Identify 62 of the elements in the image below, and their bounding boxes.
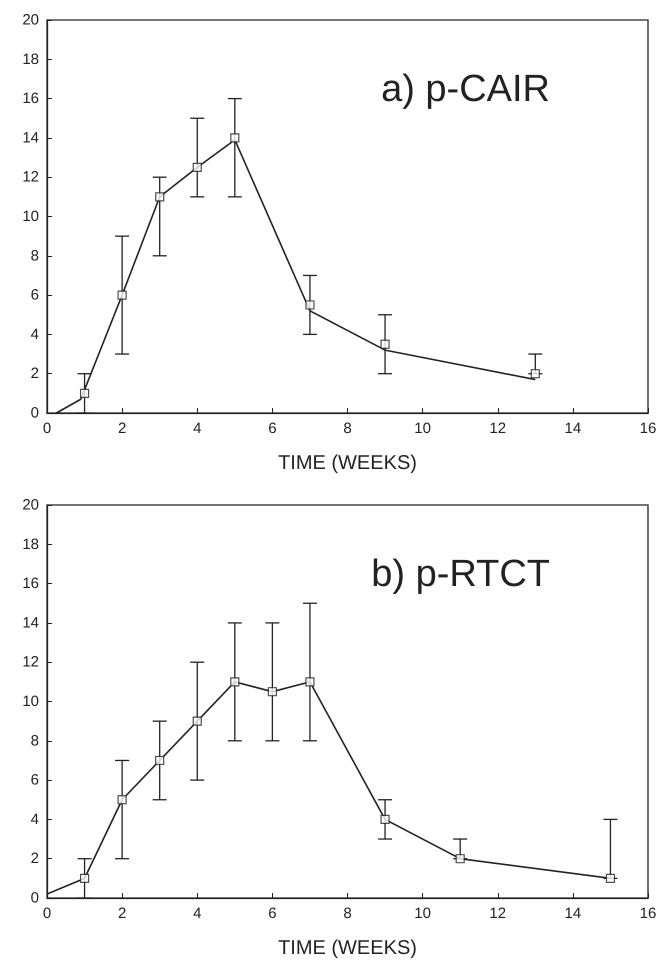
y-tick-label: 20 <box>22 12 39 28</box>
y-tick-label: 16 <box>22 90 39 108</box>
y-tick-label: 10 <box>22 208 39 225</box>
y-tick-label: 8 <box>30 732 39 750</box>
point <box>155 192 164 202</box>
x-tick-label: 4 <box>193 420 202 437</box>
point <box>230 677 240 686</box>
point <box>192 716 202 726</box>
y-tick-label: 18 <box>22 536 39 553</box>
x-tick-label: 14 <box>564 905 582 922</box>
y-tick-label: 0 <box>30 890 39 906</box>
x-axis-title: TIME (WEEKS) <box>278 937 417 959</box>
y-tick-label: 10 <box>22 693 39 710</box>
x-tick-label: 10 <box>414 905 431 922</box>
annotation: a) p-CAIR <box>381 68 550 110</box>
point <box>118 290 127 300</box>
x-tick-label: 2 <box>118 905 126 922</box>
x-tick-label: 0 <box>42 905 52 922</box>
x-tick-label: 12 <box>489 420 506 437</box>
y-tick-label: 14 <box>22 614 39 632</box>
point <box>268 687 277 696</box>
y-tick-label: 14 <box>22 129 39 146</box>
x-tick-label: 6 <box>268 905 277 922</box>
point <box>456 854 465 864</box>
y-tick-label: 6 <box>30 772 39 789</box>
x-tick-label: 10 <box>414 420 431 437</box>
y-tick-label: 4 <box>30 326 39 343</box>
x-tick-label: 0 <box>42 420 52 437</box>
point <box>380 340 390 349</box>
y-tick-label: 8 <box>30 247 39 264</box>
point <box>305 300 315 310</box>
y-tick-label: 18 <box>22 50 39 68</box>
point <box>80 874 90 883</box>
y-tick-label: 6 <box>30 286 39 304</box>
point <box>380 814 390 824</box>
x-tick-label: 12 <box>489 905 506 922</box>
point <box>155 756 164 766</box>
y-tick-label: 20 <box>22 496 39 514</box>
x-axis-title: TIME (WEEKS) <box>278 452 417 474</box>
x-tick-label: 8 <box>343 420 352 437</box>
x-tick-label: 6 <box>268 420 277 437</box>
x-tick-label: 4 <box>193 905 202 922</box>
x-tick-label: 16 <box>640 905 656 922</box>
point <box>80 388 90 398</box>
point <box>530 369 540 378</box>
y-tick-label: 2 <box>30 365 39 382</box>
point <box>118 795 127 804</box>
x-tick-label: 2 <box>118 420 126 437</box>
y-tick-label: 4 <box>30 810 39 828</box>
y-tick-label: 2 <box>30 850 39 868</box>
point <box>606 874 616 883</box>
point <box>192 162 202 172</box>
y-tick-label: 12 <box>22 654 39 671</box>
point <box>230 133 240 142</box>
y-tick-label: 12 <box>22 168 39 186</box>
y-tick-label: 0 <box>30 404 39 422</box>
x-tick-label: 16 <box>640 420 656 437</box>
annotation: b) p-RTCT <box>371 553 550 595</box>
x-tick-label: 14 <box>564 420 582 437</box>
y-tick-label: 16 <box>22 575 39 592</box>
point <box>305 677 315 686</box>
x-tick-label: 8 <box>343 905 352 922</box>
